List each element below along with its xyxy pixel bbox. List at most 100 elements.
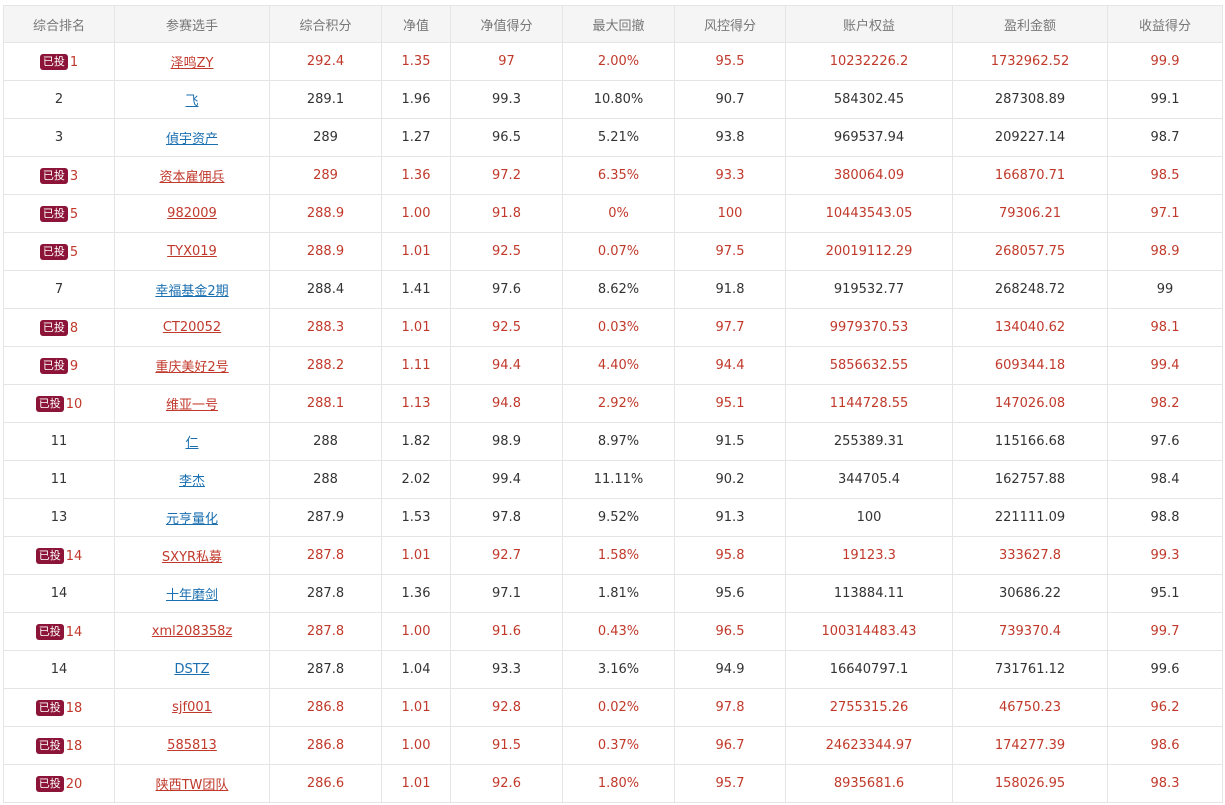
max-drawdown-cell: 0.02%: [562, 688, 675, 727]
participant-link[interactable]: CT20052: [162, 320, 222, 335]
return-score-cell: 98.5: [1107, 156, 1223, 195]
participant-link[interactable]: sjf001: [172, 700, 212, 715]
profit-cell: 134040.62: [952, 308, 1108, 347]
profit-cell: 209227.14: [952, 118, 1108, 157]
rank-cell: 已投 14: [3, 612, 115, 651]
participant-link[interactable]: xml208358z: [151, 624, 233, 639]
participant-link[interactable]: 资本雇佣兵: [159, 170, 225, 185]
participant-link[interactable]: 维亚一号: [165, 398, 218, 413]
participant-link[interactable]: 泽鸣ZY: [170, 56, 214, 71]
max-drawdown-cell: 1.80%: [562, 764, 675, 803]
risk-score-cell: 95.5: [674, 42, 786, 81]
rank-cell: 已投 5: [3, 194, 115, 233]
participant-cell: 重庆美好2号: [114, 346, 270, 385]
table-row: 11 李杰 288 2.02 99.4 11.11% 90.2 344705.4 162757.…: [3, 460, 1223, 499]
total-score-cell: 286.6: [269, 764, 382, 803]
participant-cell: xml208358z: [114, 612, 270, 651]
rank-number: 3: [54, 130, 64, 145]
equity-cell: 344705.4: [785, 460, 953, 499]
max-drawdown-cell: 0.43%: [562, 612, 675, 651]
participant-cell: 陕西TW团队: [114, 764, 270, 803]
participant-cell: 资本雇佣兵: [114, 156, 270, 195]
rank-number: 14: [65, 624, 83, 640]
participant-link[interactable]: 幸福基金2期: [155, 284, 229, 299]
equity-cell: 5856632.55: [785, 346, 953, 385]
max-drawdown-cell: 9.52%: [562, 498, 675, 537]
total-score-cell: 288.4: [269, 270, 382, 309]
rank-cell: 11: [3, 460, 115, 499]
profit-cell: 166870.71: [952, 156, 1108, 195]
nav-cell: 1.27: [381, 118, 451, 157]
header-return-score: 收益得分: [1107, 5, 1223, 43]
nav-cell: 1.82: [381, 422, 451, 461]
table-row: 14 十年磨剑 287.8 1.36 97.1 1.81% 95.6 113884.11 306…: [3, 574, 1223, 613]
max-drawdown-cell: 0.37%: [562, 726, 675, 765]
total-score-cell: 286.8: [269, 726, 382, 765]
participant-link[interactable]: 982009: [167, 206, 217, 221]
rank-cell: 已投 10: [3, 384, 115, 423]
rank-cell: 已投 20: [3, 764, 115, 803]
nav-cell: 1.13: [381, 384, 451, 423]
table-row: 已投 20 陕西TW团队 286.6 1.01 92.6 1.80% 95.7 8935681.…: [3, 764, 1223, 803]
risk-score-cell: 90.7: [674, 80, 786, 119]
participant-link[interactable]: DSTZ: [174, 662, 210, 677]
participant-link[interactable]: TYX019: [167, 244, 217, 259]
table-row: 已投 9 重庆美好2号 288.2 1.11 94.4 4.40% 94.4 5856632.5…: [3, 346, 1223, 385]
return-score-cell: 99.6: [1107, 650, 1223, 689]
nav-score-cell: 93.3: [450, 650, 563, 689]
equity-cell: 2755315.26: [785, 688, 953, 727]
participant-link[interactable]: SXYR私募: [161, 550, 223, 565]
return-score-cell: 99.4: [1107, 346, 1223, 385]
table-row: 2 飞 289.1 1.96 99.3 10.80% 90.7 584302.45 287308…: [3, 80, 1223, 119]
return-score-cell: 98.3: [1107, 764, 1223, 803]
nav-score-cell: 94.4: [450, 346, 563, 385]
return-score-cell: 98.2: [1107, 384, 1223, 423]
table-row: 3 偵宇资产 289 1.27 96.5 5.21% 93.8 969537.94 209227…: [3, 118, 1223, 157]
total-score-cell: 288.9: [269, 232, 382, 271]
total-score-cell: 287.8: [269, 650, 382, 689]
nav-cell: 1.01: [381, 536, 451, 575]
table-row: 已投 18 585813 286.8 1.00 91.5 0.37% 96.7 24623344…: [3, 726, 1223, 765]
return-score-cell: 98.4: [1107, 460, 1223, 499]
rank-cell: 已投 18: [3, 688, 115, 727]
invested-badge: 已投: [39, 167, 68, 184]
participant-link[interactable]: 585813: [167, 738, 217, 753]
nav-cell: 1.36: [381, 156, 451, 195]
max-drawdown-cell: 0.03%: [562, 308, 675, 347]
participant-link[interactable]: 飞: [185, 94, 199, 109]
participant-link[interactable]: 元亨量化: [165, 512, 218, 527]
header-max-drawdown: 最大回撤: [562, 5, 675, 43]
rank-number: 9: [69, 358, 79, 374]
rank-number: 2: [54, 92, 64, 107]
participant-cell: 仁: [114, 422, 270, 461]
participant-link[interactable]: 李杰: [178, 474, 205, 489]
risk-score-cell: 96.5: [674, 612, 786, 651]
participant-link[interactable]: 重庆美好2号: [155, 360, 229, 375]
participant-cell: 元亨量化: [114, 498, 270, 537]
participant-link[interactable]: 仁: [185, 436, 199, 451]
header-nav: 净值: [381, 5, 451, 43]
participant-link[interactable]: 十年磨剑: [165, 588, 218, 603]
table-body: 已投 1 泽鸣ZY 292.4 1.35 97 2.00% 95.5 10232226.2 173…: [3, 42, 1223, 803]
return-score-cell: 99.3: [1107, 536, 1223, 575]
participant-link[interactable]: 陕西TW团队: [155, 778, 229, 793]
max-drawdown-cell: 3.16%: [562, 650, 675, 689]
invested-badge: 已投: [35, 395, 64, 412]
profit-cell: 46750.23: [952, 688, 1108, 727]
rank-cell: 3: [3, 118, 115, 157]
risk-score-cell: 97.8: [674, 688, 786, 727]
participant-cell: DSTZ: [114, 650, 270, 689]
rank-number: 14: [50, 662, 68, 677]
invested-badge: 已投: [39, 319, 68, 336]
participant-cell: 偵宇资产: [114, 118, 270, 157]
equity-cell: 100314483.43: [785, 612, 953, 651]
table-row: 14 DSTZ 287.8 1.04 93.3 3.16% 94.9 16640797.1 73…: [3, 650, 1223, 689]
risk-score-cell: 90.2: [674, 460, 786, 499]
total-score-cell: 288.9: [269, 194, 382, 233]
max-drawdown-cell: 8.97%: [562, 422, 675, 461]
header-profit: 盈利金额: [952, 5, 1108, 43]
rank-number: 10: [65, 396, 83, 412]
participant-link[interactable]: 偵宇资产: [165, 132, 218, 147]
max-drawdown-cell: 5.21%: [562, 118, 675, 157]
equity-cell: 969537.94: [785, 118, 953, 157]
